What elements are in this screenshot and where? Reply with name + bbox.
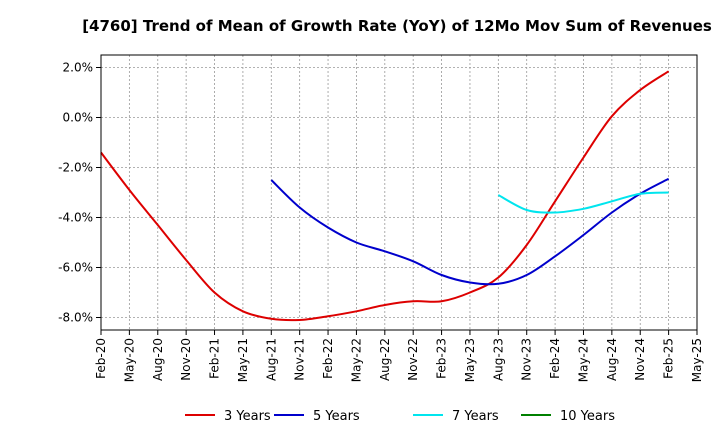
series-lines [100, 70, 670, 322]
y-tick-label: 2.0% [63, 61, 94, 75]
x-axis: Feb-20 May-20 Aug-20 Nov-20 Feb-21 May-21 Aug-… [94, 330, 704, 382]
legend-label: 10 Years [560, 409, 615, 424]
y-tick-label: -6.0% [58, 261, 93, 275]
x-tick-label: May-22 [349, 338, 363, 382]
y-tick-label: -2.0% [58, 161, 93, 175]
y-tick-label: -8.0% [58, 311, 93, 325]
x-tick-label: May-24 [576, 338, 590, 382]
x-tick-label: May-21 [236, 338, 250, 382]
x-tick-label: Feb-20 [94, 338, 108, 379]
series-line-5-years [270, 177, 670, 286]
legend-label: 7 Years [452, 409, 499, 424]
x-tick-label: Nov-23 [520, 338, 534, 381]
x-tick-label: Aug-23 [491, 338, 505, 381]
legend-label: 5 Years [313, 409, 360, 424]
x-tick-label: Aug-22 [378, 338, 392, 381]
y-tick-label: 0.0% [63, 111, 94, 125]
x-tick-label: May-23 [463, 338, 477, 382]
legend: 3 Years 5 Years 7 Years 10 Years [185, 409, 615, 424]
series-line-3-years [100, 70, 670, 322]
x-tick-label: Nov-21 [293, 338, 307, 381]
x-tick-label: Feb-23 [435, 338, 449, 379]
x-tick-label: Feb-25 [662, 338, 676, 379]
chart-title: [4760] Trend of Mean of Growth Rate (YoY… [82, 17, 712, 35]
x-tick-label: Aug-21 [264, 338, 278, 381]
x-tick-label: May-20 [122, 338, 136, 382]
x-tick-label: Aug-20 [151, 338, 165, 381]
y-tick-label: -4.0% [58, 211, 93, 225]
x-tick-label: Feb-24 [548, 338, 562, 379]
series-line-7-years [497, 191, 669, 214]
x-tick-label: Feb-22 [321, 338, 335, 379]
plot-area-frame [100, 54, 698, 331]
x-tick-label: Feb-21 [208, 338, 222, 379]
grid [100, 55, 698, 330]
y-axis: -8.0% -6.0% -4.0% -2.0% 0.0% 2.0% [58, 61, 101, 325]
x-tick-label: Nov-22 [406, 338, 420, 381]
x-tick-label: May-25 [690, 338, 704, 382]
x-tick-label: Nov-24 [633, 338, 647, 381]
x-tick-label: Aug-24 [605, 338, 619, 381]
x-tick-label: Nov-20 [179, 338, 193, 381]
legend-label: 3 Years [224, 409, 271, 424]
